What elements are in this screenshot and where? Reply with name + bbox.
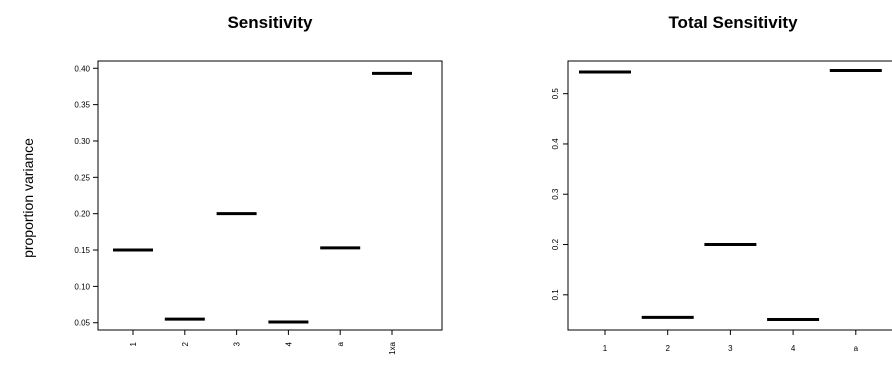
plot-frame (567, 60, 892, 331)
y-tick-label: 0.05 (74, 319, 90, 328)
x-tick-label: 1 (129, 341, 138, 346)
x-tick-label: 1 (603, 344, 608, 353)
y-tick-label: 0.40 (74, 64, 90, 73)
x-axis: 1 2 3 4 a 1xa (129, 330, 397, 355)
series-marks (113, 71, 412, 324)
chart-title: Total Sensitivity (668, 13, 798, 32)
panel-sensitivity: Sensitivity proportion variance 0.05 0.10… (20, 13, 443, 355)
series-marks (579, 69, 882, 321)
y-tick-label: 0.10 (74, 282, 90, 291)
x-tick-label: 2 (665, 344, 670, 353)
y-axis: 0.1 0.2 0.3 0.4 0.5 (551, 88, 568, 301)
x-tick-label: 3 (728, 344, 733, 353)
y-tick-label: 0.5 (551, 88, 560, 100)
y-tick-label: 0.35 (74, 101, 90, 110)
x-tick-label: a (336, 341, 345, 346)
y-axis: 0.05 0.10 0.15 0.20 0.25 0.30 0.35 0.40 (74, 64, 98, 328)
y-tick-label: 0.2 (551, 238, 560, 250)
x-tick-label: 4 (791, 344, 796, 353)
y-tick-label: 0.25 (74, 173, 90, 182)
x-tick-label: a (854, 344, 859, 353)
y-tick-label: 0.3 (551, 188, 560, 200)
x-tick-label: 1xa (388, 341, 397, 354)
y-axis-label: proportion variance (20, 138, 36, 258)
x-axis: 1 2 3 4 a (603, 330, 859, 353)
y-tick-label: 0.4 (551, 138, 560, 150)
y-tick-label: 0.20 (74, 210, 90, 219)
x-tick-label: 3 (233, 341, 242, 346)
chart-title: Sensitivity (227, 13, 313, 32)
plot-frame (97, 60, 443, 331)
x-tick-label: 4 (284, 341, 293, 346)
panel-total-sensitivity: Total Sensitivity 0.1 0.2 0.3 0.4 0.5 1 2 3 4 a (551, 13, 892, 353)
y-tick-label: 0.15 (74, 246, 90, 255)
y-tick-label: 0.30 (74, 137, 90, 146)
x-tick-label: 2 (181, 341, 190, 346)
y-tick-label: 0.1 (551, 289, 560, 301)
